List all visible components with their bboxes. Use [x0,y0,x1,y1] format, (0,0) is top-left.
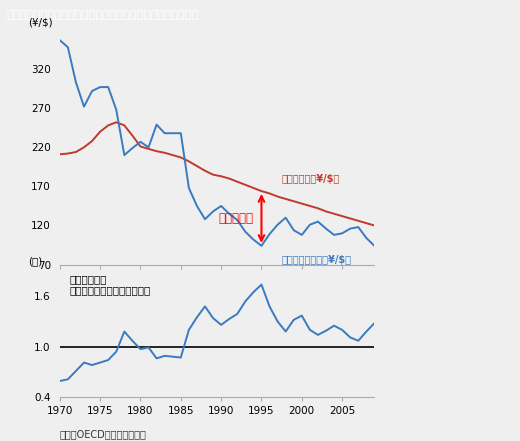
Text: (倇): (倇) [29,256,43,266]
Text: 市場為替レート（¥/$）: 市場為替レート（¥/$） [282,255,352,265]
Text: 出所：OECD、武者リサーチ: 出所：OECD、武者リサーチ [60,429,147,439]
Text: 購買力平価／市場為替レート: 購買力平価／市場為替レート [70,285,151,295]
Text: 内外価格差: 内外価格差 [218,212,253,225]
Text: 内外価格倍率: 内外価格倍率 [70,274,107,284]
Text: 図表６：日本円の購買力平価と市場レート、内外価格倍率推移: 図表６：日本円の購買力平価と市場レート、内外価格倍率推移 [6,10,199,20]
Text: (¥/$): (¥/$) [29,18,53,28]
Text: 購買力平価（¥/$）: 購買力平価（¥/$） [282,174,340,184]
